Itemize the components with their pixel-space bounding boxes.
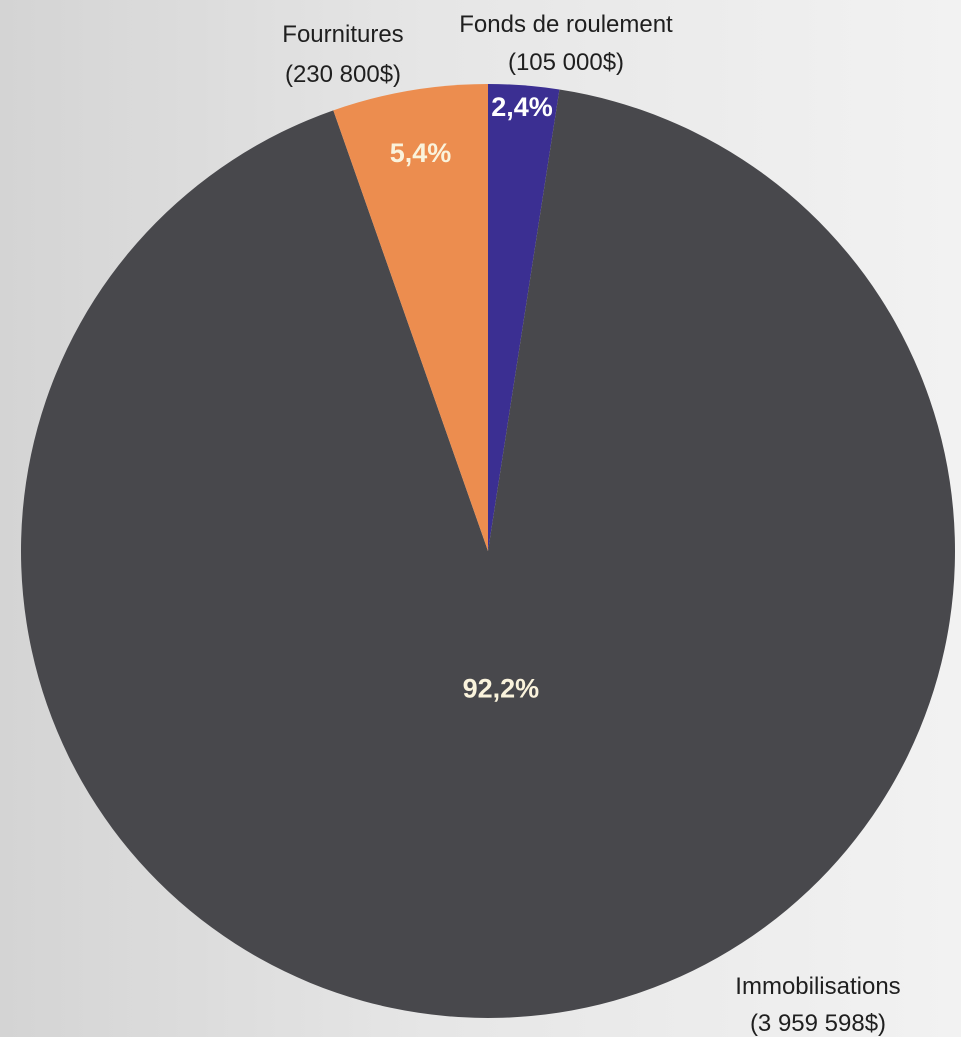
category-amount-immobilisations: (3 959 598$) [750, 1010, 886, 1037]
pie-slice-immobilisations [20, 89, 955, 1018]
category-label-fournitures: Fournitures (230 800$) [282, 21, 403, 88]
percent-label-fonds-de-roulement: 2,4% [491, 92, 553, 122]
pie-slice-fonds-de-roulement [488, 84, 560, 551]
category-amount-fonds-de-roulement: (105 000$) [508, 49, 624, 76]
category-name-fonds-de-roulement: Fonds de roulement [459, 11, 673, 38]
category-label-fonds-de-roulement: Fonds de roulement (105 000$) [459, 11, 673, 76]
pie-slices [20, 84, 955, 1018]
category-amount-fournitures: (230 800$) [285, 61, 401, 88]
percent-label-immobilisations: 92,2% [463, 674, 540, 704]
percent-labels: 2,4% 92,2% 5,4% [390, 92, 553, 704]
category-name-fournitures: Fournitures [282, 21, 403, 48]
category-name-immobilisations: Immobilisations [735, 973, 900, 1000]
pie-slice-fournitures [333, 84, 488, 551]
percent-label-fournitures: 5,4% [390, 138, 452, 168]
category-label-immobilisations: Immobilisations (3 959 598$) [735, 973, 900, 1037]
